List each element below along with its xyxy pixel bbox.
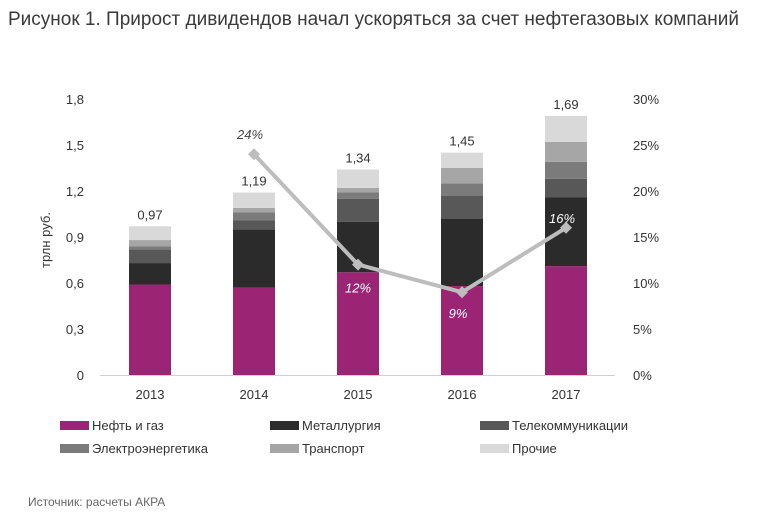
bar-segment: [129, 249, 171, 264]
y-tick-label: 0: [77, 368, 84, 383]
chart-title: Рисунок 1. Прирост дивидендов начал уско…: [8, 9, 739, 30]
legend-swatch: [60, 444, 89, 453]
y2-tick-label: 10%: [633, 276, 659, 291]
chart-svg: трлн руб. 0 0,3 0,6 0,9 1,2 1,5 1,8 0% 5% 10% 15%…: [38, 92, 659, 402]
source-note: Источник: расчеты АКРА: [28, 495, 166, 509]
bar-segment: [233, 229, 275, 288]
bar-segment: [441, 183, 483, 196]
growth-label: 16%: [549, 211, 575, 226]
y2-tick-label: 30%: [633, 92, 659, 107]
legend-swatch: [270, 444, 299, 453]
total-label: 1,19: [241, 174, 266, 189]
y2-axis-ticks: 0% 5% 10% 15% 20% 25% 30%: [633, 92, 659, 383]
bar-segment: [545, 141, 587, 162]
x-tick-label: 2013: [136, 387, 165, 402]
legend-item: Телекоммуникации: [480, 418, 628, 433]
legend-label: Телекоммуникации: [512, 418, 629, 433]
y-tick-label: 1,2: [66, 184, 84, 199]
bar-segment: [441, 286, 483, 375]
y-tick-label: 1,5: [66, 138, 84, 153]
legend-label: Нефть и газ: [92, 418, 164, 433]
legend-item: Прочие: [480, 441, 557, 456]
y-tick-label: 0,3: [66, 322, 84, 337]
total-label: 1,69: [553, 97, 578, 112]
legend-swatch: [480, 444, 509, 453]
x-axis-ticks: 2013 2014 2015 2016 2017: [136, 387, 581, 402]
x-tick-label: 2015: [344, 387, 373, 402]
y2-tick-label: 15%: [633, 230, 659, 245]
y-tick-label: 1,8: [66, 92, 84, 107]
total-labels: 0,97 1,19 1,34 1,45 1,69: [137, 97, 578, 222]
growth-label: 12%: [345, 281, 371, 296]
bar-segment: [129, 240, 171, 247]
growth-label: 9%: [449, 306, 468, 321]
x-tick-label: 2014: [240, 387, 269, 402]
growth-line-path: [252, 152, 568, 295]
bar-segment: [129, 226, 171, 241]
y-tick-label: 0,6: [66, 276, 84, 291]
growth-marker: [456, 286, 468, 299]
bar-segment: [441, 152, 483, 168]
y-axis-ticks: 0 0,3 0,6 0,9 1,2 1,5 1,8: [66, 92, 84, 383]
legend-swatch: [270, 421, 299, 430]
bar-segment: [337, 192, 379, 199]
legend-swatch: [480, 421, 509, 430]
total-label: 1,45: [449, 134, 474, 149]
bar-segment: [441, 218, 483, 287]
y2-tick-label: 20%: [633, 184, 659, 199]
total-label: 1,34: [345, 151, 370, 166]
bar-segment: [337, 187, 379, 193]
bar-stacks: [129, 115, 587, 375]
growth-marker: [352, 258, 364, 271]
bar-segment: [545, 266, 587, 375]
x-tick-label: 2016: [448, 387, 477, 402]
growth-marker: [560, 221, 572, 234]
legend-label: Прочие: [512, 441, 557, 456]
bar-segment: [545, 115, 587, 142]
bar-segment: [129, 284, 171, 375]
legend-label: Транспорт: [302, 441, 365, 456]
total-label: 0,97: [137, 207, 162, 222]
bar-segment: [545, 161, 587, 179]
bar-segment: [233, 207, 275, 213]
bar-segment: [337, 169, 379, 188]
bar-segment: [337, 272, 379, 375]
x-tick-label: 2017: [552, 387, 581, 402]
bar-segment: [129, 263, 171, 285]
y2-tick-label: 25%: [633, 138, 659, 153]
bar-segment: [441, 195, 483, 219]
bar-segment: [337, 198, 379, 222]
bar-segment: [129, 246, 171, 250]
bar-segment: [233, 212, 275, 221]
y2-tick-label: 5%: [633, 322, 652, 337]
growth-marker: [248, 148, 260, 161]
bar-segment: [233, 192, 275, 208]
growth-label: 24%: [236, 127, 263, 142]
legend-item: Нефть и газ: [60, 418, 164, 433]
y2-tick-label: 0%: [633, 368, 652, 383]
legend-label: Электроэнергетика: [92, 441, 208, 456]
growth-line: 24% 12% 9% 16%: [236, 127, 575, 321]
bar-segment: [441, 168, 483, 184]
y-tick-label: 0,9: [66, 230, 84, 245]
legend-swatch: [60, 421, 89, 430]
bar-segment: [233, 287, 275, 375]
bar-segment: [545, 178, 587, 198]
y-axis-label: трлн руб.: [38, 212, 53, 268]
legend-item: Металлургия: [270, 418, 381, 433]
bar-segment: [233, 220, 275, 230]
legend-label: Металлургия: [302, 418, 381, 433]
legend-item: Транспорт: [270, 441, 365, 456]
legend-item: Электроэнергетика: [60, 441, 208, 456]
